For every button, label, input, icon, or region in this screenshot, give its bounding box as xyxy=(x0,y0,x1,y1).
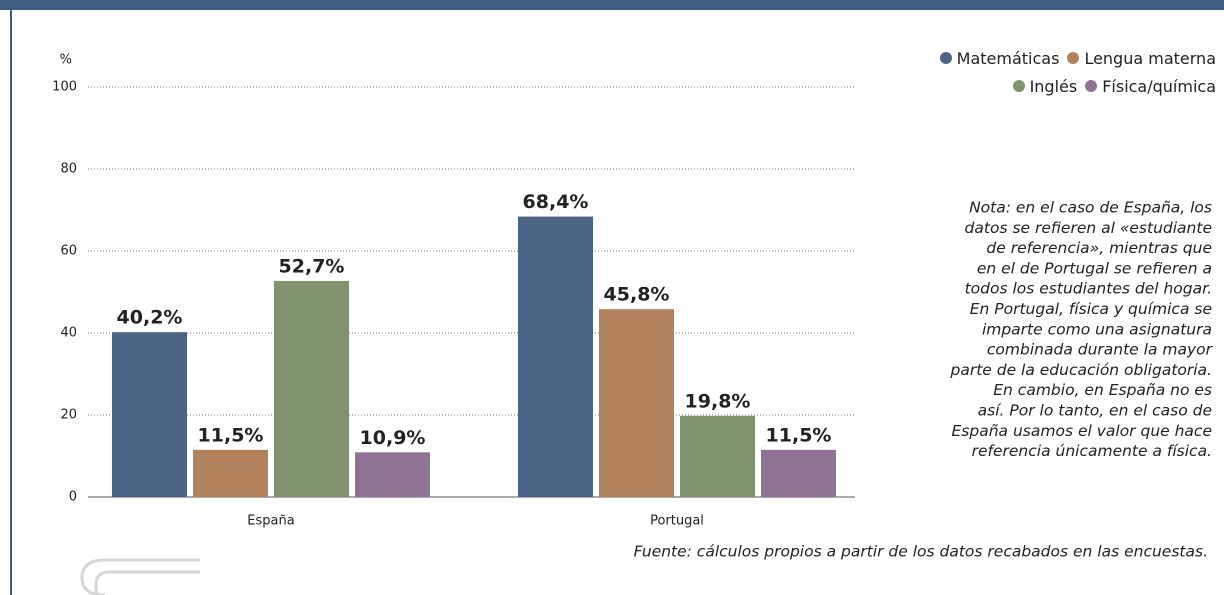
legend-row: Matemáticas Lengua materna xyxy=(816,44,1216,72)
note-line: España usamos el valor que hace xyxy=(952,422,1212,440)
y-unit: % xyxy=(60,53,72,68)
note-line: parte de la educación obligatoria. xyxy=(949,361,1212,379)
legend-item: Inglés xyxy=(1012,76,1078,96)
legend-item: Física/química xyxy=(1085,77,1216,96)
data-label: 45,8% xyxy=(604,284,670,306)
data-label: 10,9% xyxy=(360,427,426,449)
logo xyxy=(80,558,200,595)
data-label: 19,8% xyxy=(685,390,751,412)
bar xyxy=(355,452,430,497)
legend-swatch xyxy=(1067,52,1080,64)
note-line: En cambio, en España no es xyxy=(993,381,1212,399)
note-line: en el de Portugal se refieren a xyxy=(977,259,1212,277)
note-line: así. Por lo tanto, en el caso de xyxy=(978,402,1212,420)
note-line: todos los estudiantes del hogar. xyxy=(965,280,1212,298)
y-tick-label: 80 xyxy=(60,162,77,177)
legend-item: Lengua materna xyxy=(1067,49,1216,68)
note-line: combinada durante la mayor xyxy=(987,341,1214,359)
note-line: referencia únicamente a física. xyxy=(972,442,1212,460)
y-tick-label: 20 xyxy=(60,408,77,423)
legend-item: Matemáticas xyxy=(939,48,1060,68)
data-label: 11,5% xyxy=(766,424,832,446)
bar xyxy=(599,309,674,497)
data-label: 52,7% xyxy=(279,255,345,277)
bar xyxy=(193,449,268,497)
note-line: de referencia», mientras que xyxy=(986,239,1212,257)
bar xyxy=(112,332,187,497)
legend-swatch xyxy=(939,52,952,64)
y-tick-label: 40 xyxy=(60,326,77,341)
bar xyxy=(761,449,836,497)
bar xyxy=(518,216,593,497)
note-line: datos se refieren al «estudiante xyxy=(965,219,1212,237)
header-band xyxy=(0,0,1224,10)
legend-swatch xyxy=(1085,80,1098,92)
bar xyxy=(274,280,349,497)
legend-row: Inglés Física/química xyxy=(816,72,1216,100)
legend-label: Física/química xyxy=(1102,76,1216,96)
y-tick-label: 0 xyxy=(69,490,77,505)
legend-label: Lengua materna xyxy=(1084,48,1216,68)
legend-label: Inglés xyxy=(1029,76,1078,96)
data-label: 40,2% xyxy=(117,307,183,329)
note-line: Nota: en el caso de España, los xyxy=(969,199,1212,217)
legend: Matemáticas Lengua materna Inglés Física/qu… xyxy=(816,44,1216,100)
note-line: imparte como una asignatura xyxy=(982,320,1212,338)
x-tick-label: Portugal xyxy=(650,514,704,529)
y-tick-label: 100 xyxy=(52,80,77,95)
x-tick-label: España xyxy=(247,514,294,529)
legend-swatch xyxy=(1012,80,1025,92)
legend-label: Matemáticas xyxy=(956,48,1060,68)
y-tick-label: 60 xyxy=(60,244,77,259)
source: Fuente: cálculos propios a partir de los… xyxy=(634,543,1208,561)
data-label: 11,5% xyxy=(198,424,264,446)
frame-left xyxy=(10,0,12,595)
bar xyxy=(680,415,755,497)
note-line: En Portugal, física y química se xyxy=(970,300,1212,318)
data-label: 68,4% xyxy=(523,191,589,213)
